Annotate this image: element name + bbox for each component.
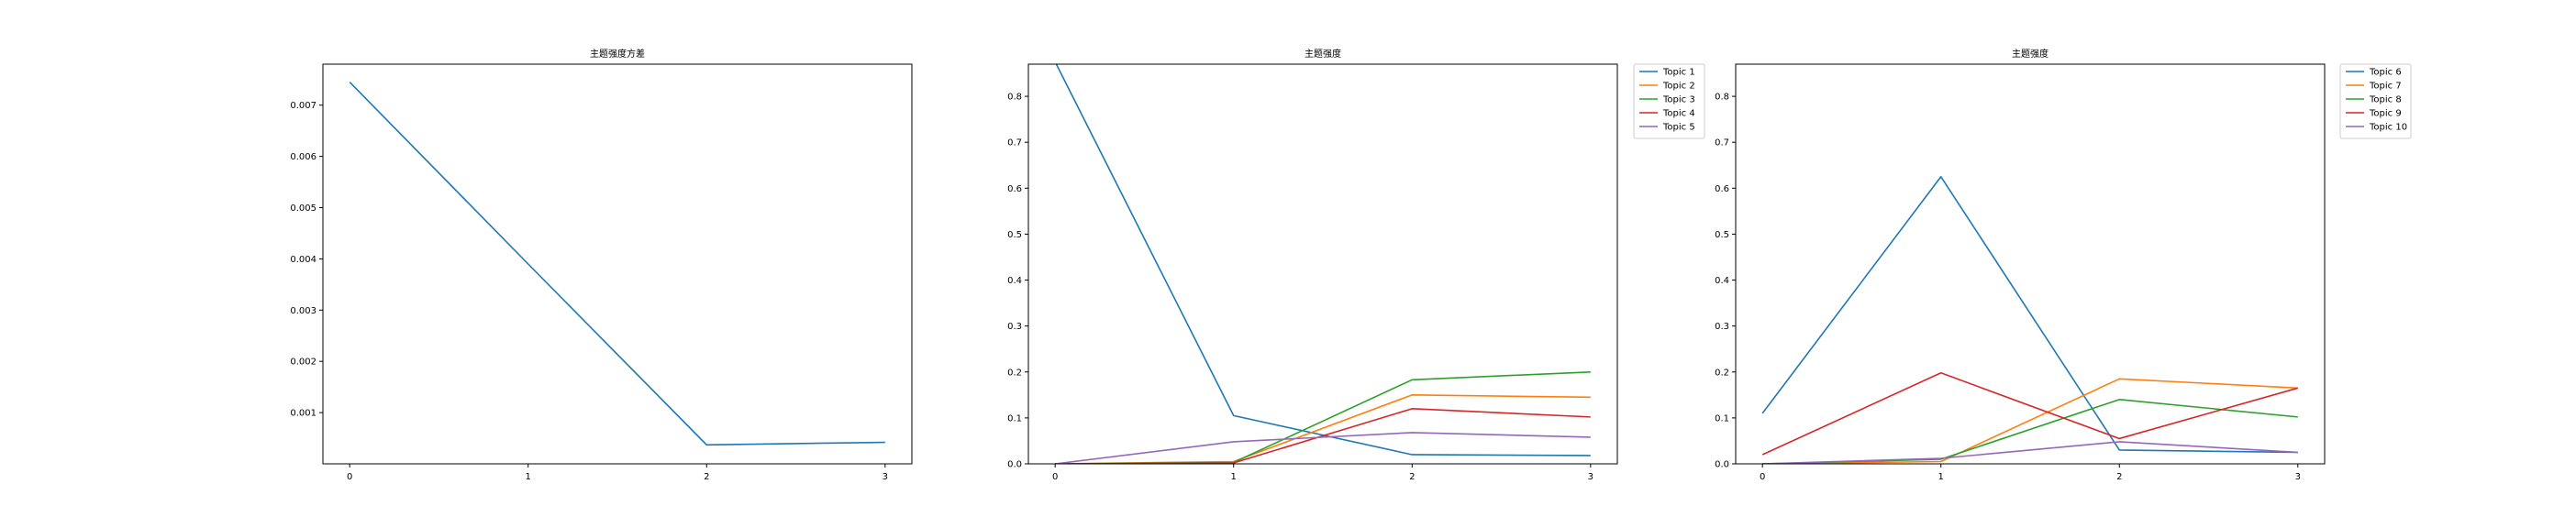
- y-tick-label: 0.6: [1715, 184, 1729, 194]
- y-tick-label: 0.5: [1007, 230, 1022, 240]
- legend-label: Topic 10: [2369, 123, 2407, 133]
- y-tick-label: 0.4: [1007, 276, 1022, 286]
- y-tick-label: 0.8: [1715, 93, 1729, 103]
- plot-frame: [1735, 63, 2326, 465]
- y-tick-label: 0.006: [290, 152, 316, 162]
- y-tick-label: 0.0: [1007, 460, 1022, 470]
- x-tick-label: 1: [526, 472, 531, 482]
- y-tick-label: 0.0: [1715, 460, 1729, 470]
- legend-label: Topic 3: [1662, 95, 1695, 105]
- y-tick-label: 0.2: [1007, 368, 1022, 378]
- y-tick-label: 0.002: [290, 358, 316, 368]
- y-tick-label: 0.4: [1715, 276, 1729, 286]
- chart-title: 主题强度方差: [590, 48, 645, 60]
- x-tick-label: 0: [347, 472, 352, 482]
- x-tick-label: 1: [1938, 472, 1944, 482]
- y-tick-label: 0.1: [1007, 413, 1022, 424]
- x-tick-label: 2: [1409, 472, 1415, 482]
- x-tick-label: 0: [1052, 472, 1058, 482]
- series-line-topic-7: [1762, 378, 2298, 464]
- y-tick-label: 0.5: [1715, 230, 1729, 240]
- x-tick-label: 3: [2295, 472, 2301, 482]
- y-tick-label: 0.003: [290, 306, 316, 316]
- chart-panel-3: 主题强度 0 1 2 3 0.0 0.1 0.2 0.3 0.4 0.5 0.6 0.7 0.8 Topic…: [1715, 48, 2412, 482]
- y-tick-label: 0.004: [290, 255, 316, 265]
- series-line-topic-9: [1761, 371, 2299, 456]
- legend-box: [2339, 63, 2412, 139]
- series-line-topic-8: [1762, 399, 2298, 464]
- chart-panel-1: 主题强度方差 0 1 2 3 0.001 0.002 0.003 0.004 0.005 0.006…: [290, 48, 913, 482]
- legend-label: Topic 7: [2369, 82, 2402, 92]
- legend-label: Topic 1: [1662, 68, 1695, 78]
- y-tick-label: 0.8: [1007, 93, 1022, 103]
- y-tick-label: 0.005: [290, 204, 316, 214]
- x-tick-label: 0: [1760, 472, 1765, 482]
- y-tick-label: 0.3: [1715, 322, 1729, 332]
- legend-label: Topic 6: [2369, 68, 2402, 78]
- y-tick-label: 0.3: [1007, 322, 1022, 332]
- chart-panel-2: 主题强度 0 1 2 3 0.0 0.1 0.2 0.3 0.4 0.5 0.6 0.7 0.8 Topic…: [1007, 48, 1705, 482]
- x-tick-label: 2: [2116, 472, 2122, 482]
- x-tick-label: 1: [1231, 472, 1237, 482]
- y-tick-label: 0.1: [1715, 413, 1729, 424]
- series-line-topic-6: [1761, 175, 2298, 454]
- x-tick-label: 3: [1588, 472, 1593, 482]
- y-tick-label: 0.001: [290, 409, 316, 419]
- series-line-1: [349, 81, 885, 446]
- series-line-topic-5: [1055, 432, 1591, 464]
- legend-label: Topic 2: [1662, 82, 1695, 92]
- legend-box: [1633, 63, 1705, 139]
- chart-legend: Topic 1 Topic 2 Topic 3 Topic 4 Topic 5: [1633, 63, 1705, 139]
- y-tick-label: 0.7: [1715, 138, 1729, 148]
- y-tick-label: 0.7: [1007, 138, 1022, 148]
- legend-label: Topic 4: [1662, 109, 1695, 119]
- chart-title: 主题强度: [2012, 48, 2049, 60]
- legend-label: Topic 5: [1662, 123, 1695, 133]
- x-tick-label: 3: [883, 472, 888, 482]
- chart-title: 主题强度: [1305, 48, 1341, 60]
- y-tick-label: 0.007: [290, 101, 316, 111]
- series-line-topic-3: [1055, 370, 1591, 464]
- plot-frame: [1027, 63, 1618, 465]
- plot-frame: [322, 63, 913, 465]
- legend-label: Topic 9: [2369, 109, 2402, 119]
- series-line-topic-10: [1762, 441, 2298, 464]
- legend-label: Topic 8: [2369, 95, 2402, 105]
- chart-legend: Topic 6 Topic 7 Topic 8 Topic 9 Topic 10: [2339, 63, 2412, 139]
- x-tick-label: 2: [704, 472, 709, 482]
- y-tick-label: 0.2: [1715, 368, 1729, 378]
- y-tick-label: 0.6: [1007, 184, 1022, 194]
